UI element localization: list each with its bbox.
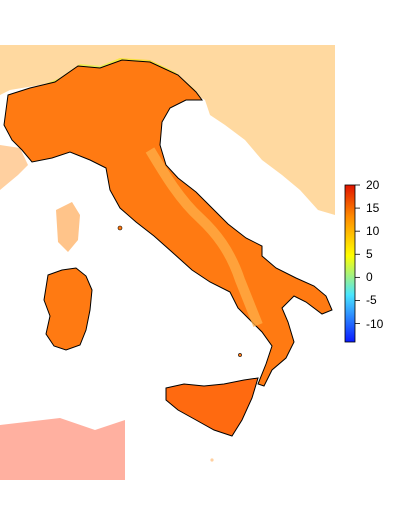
small-island [210, 458, 214, 462]
legend-tick-label: 20 [366, 178, 380, 192]
legend-tick-label: 15 [366, 201, 380, 216]
legend-tick-label: -10 [366, 316, 384, 331]
legend-tick-label: -5 [366, 293, 377, 308]
surrounding-land [0, 45, 335, 480]
sardinia-island [43, 267, 93, 351]
legend-ticks [355, 184, 360, 324]
apennines-ridge [145, 147, 263, 327]
legend-tick-label: 0 [366, 270, 373, 285]
legend-tick-label: 5 [366, 247, 373, 262]
sicily-island [165, 377, 259, 437]
elba-island [117, 225, 123, 231]
legend-colorbar [344, 184, 356, 343]
corsica-island [56, 202, 80, 252]
small-island [238, 353, 242, 357]
legend-tick-label: 10 [366, 224, 380, 239]
